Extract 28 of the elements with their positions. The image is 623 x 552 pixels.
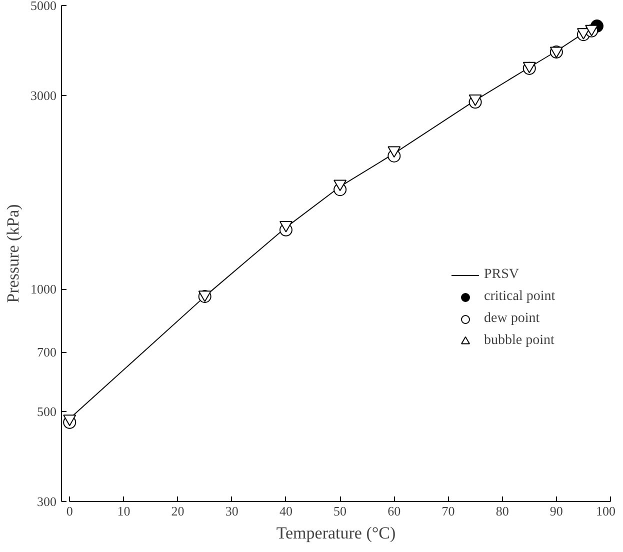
y-tick-label: 5000 (30, 0, 56, 13)
x-tick-label: 60 (388, 504, 401, 518)
legend-label: dew point (484, 311, 540, 327)
x-tick-label: 10 (117, 504, 130, 518)
x-tick-label: 0 (66, 504, 73, 518)
x-tick-label: 50 (334, 504, 347, 518)
legend-label: bubble point (484, 333, 554, 349)
y-tick-label: 700 (37, 344, 56, 360)
x-tick-label: 40 (279, 504, 292, 518)
x-tick-label: 20 (171, 504, 184, 518)
y-tick-label: 1000 (30, 282, 56, 297)
y-tick-label: 300 (37, 494, 56, 509)
y-tick-label: 3000 (30, 88, 56, 104)
x-tick-label: 90 (550, 504, 563, 518)
x-tick-label: 80 (496, 504, 509, 518)
y-axis-title: Pressure (kPa) (4, 204, 22, 303)
legend-label: PRSV (484, 267, 520, 283)
point (388, 146, 401, 158)
x-tick-label: 70 (442, 504, 455, 518)
x-tick-label: 30 (225, 504, 238, 518)
point (334, 180, 347, 192)
legend-label: critical point (484, 289, 556, 305)
point (468, 94, 482, 106)
point (63, 414, 76, 426)
x-tick-label: 100 (596, 504, 616, 518)
x-axis-title: Temperature (°C) (276, 524, 396, 542)
point (279, 220, 292, 232)
y-tick-label: 500 (37, 404, 56, 419)
